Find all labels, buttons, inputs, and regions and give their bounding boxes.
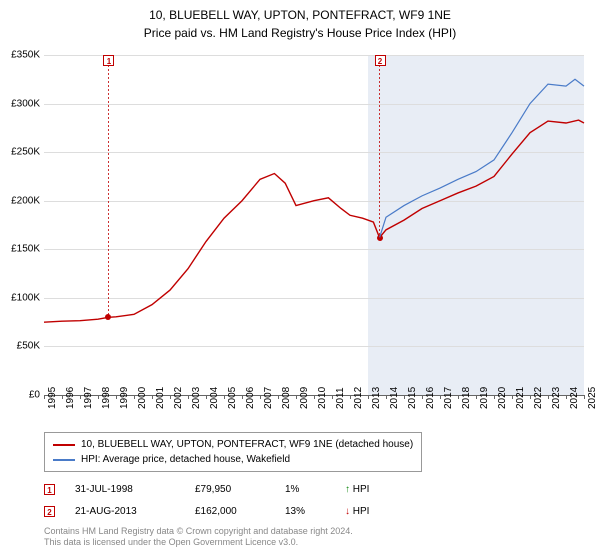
y-axis-label: £150K xyxy=(0,244,40,255)
transaction-row: 1 31-JUL-1998£79,9501%↑ HPI xyxy=(44,478,395,500)
x-tick xyxy=(224,395,225,399)
series-line-hpi xyxy=(380,79,584,237)
transaction-date: 31-JUL-1998 xyxy=(75,484,195,495)
x-tick xyxy=(44,395,45,399)
transaction-date: 21-AUG-2013 xyxy=(75,506,195,517)
chart-subtitle: Price paid vs. HM Land Registry's House … xyxy=(0,24,600,40)
x-tick xyxy=(512,395,513,399)
x-tick xyxy=(530,395,531,399)
transaction-pct: 1% xyxy=(285,484,345,495)
x-tick xyxy=(368,395,369,399)
x-tick xyxy=(242,395,243,399)
x-axis-label: 2025 xyxy=(587,387,598,409)
x-tick xyxy=(350,395,351,399)
x-tick xyxy=(98,395,99,399)
x-tick xyxy=(566,395,567,399)
x-tick xyxy=(494,395,495,399)
legend-swatch xyxy=(53,444,75,446)
legend-swatch xyxy=(53,459,75,461)
y-axis-label: £0 xyxy=(0,390,40,401)
footnote-line: This data is licensed under the Open Gov… xyxy=(44,537,353,548)
x-tick xyxy=(296,395,297,399)
transaction-pct: 13% xyxy=(285,506,345,517)
x-tick xyxy=(278,395,279,399)
legend-item: HPI: Average price, detached house, Wake… xyxy=(53,452,413,467)
x-tick xyxy=(404,395,405,399)
trend-arrow-icon: ↑ HPI xyxy=(345,484,395,495)
x-tick xyxy=(134,395,135,399)
legend-label: 10, BLUEBELL WAY, UPTON, PONTEFRACT, WF9… xyxy=(81,437,413,452)
transaction-table: 1 31-JUL-1998£79,9501%↑ HPI 2 21-AUG-2013£1… xyxy=(44,478,395,522)
legend-item: 10, BLUEBELL WAY, UPTON, PONTEFRACT, WF9… xyxy=(53,437,413,452)
y-axis-label: £300K xyxy=(0,98,40,109)
x-tick xyxy=(116,395,117,399)
trend-arrow-icon: ↓ HPI xyxy=(345,506,395,517)
x-tick xyxy=(206,395,207,399)
x-tick xyxy=(422,395,423,399)
y-axis-label: £350K xyxy=(0,50,40,61)
transaction-price: £79,950 xyxy=(195,484,285,495)
x-tick xyxy=(458,395,459,399)
y-axis-label: £50K xyxy=(0,341,40,352)
chart-plot-area: £0£50K£100K£150K£200K£250K£300K£350K1995… xyxy=(44,55,584,395)
x-tick xyxy=(584,395,585,399)
x-tick xyxy=(170,395,171,399)
transaction-marker-label: 2 xyxy=(44,506,55,517)
x-tick xyxy=(260,395,261,399)
chart-title: 10, BLUEBELL WAY, UPTON, PONTEFRACT, WF9… xyxy=(0,0,600,24)
x-tick xyxy=(440,395,441,399)
footnote-line: Contains HM Land Registry data © Crown c… xyxy=(44,526,353,537)
x-tick xyxy=(476,395,477,399)
y-axis-label: £200K xyxy=(0,195,40,206)
transaction-marker-label: 1 xyxy=(44,484,55,495)
series-line-property xyxy=(44,120,584,322)
x-tick xyxy=(188,395,189,399)
x-tick xyxy=(80,395,81,399)
x-tick xyxy=(314,395,315,399)
x-tick xyxy=(548,395,549,399)
legend-label: HPI: Average price, detached house, Wake… xyxy=(81,452,290,467)
y-axis-label: £250K xyxy=(0,147,40,158)
x-tick xyxy=(386,395,387,399)
y-axis-label: £100K xyxy=(0,292,40,303)
x-tick xyxy=(62,395,63,399)
transaction-row: 2 21-AUG-2013£162,00013%↓ HPI xyxy=(44,500,395,522)
x-tick xyxy=(152,395,153,399)
footnote: Contains HM Land Registry data © Crown c… xyxy=(44,526,353,549)
transaction-price: £162,000 xyxy=(195,506,285,517)
chart-legend: 10, BLUEBELL WAY, UPTON, PONTEFRACT, WF9… xyxy=(44,432,422,472)
x-tick xyxy=(332,395,333,399)
